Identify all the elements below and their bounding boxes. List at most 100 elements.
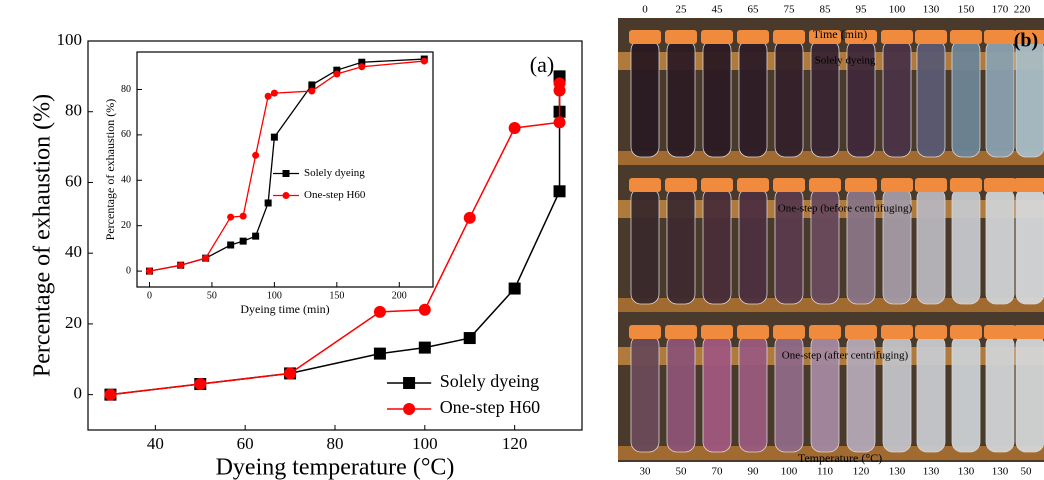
tube-cap bbox=[629, 178, 661, 192]
legend-label: One-step H60 bbox=[440, 397, 540, 417]
temperature-label: 50 bbox=[676, 466, 688, 478]
marker bbox=[240, 238, 247, 245]
temperature-label: 90 bbox=[748, 466, 760, 478]
tube-cap bbox=[1014, 178, 1044, 192]
tube-cap bbox=[950, 178, 982, 192]
temperature-label: 130 bbox=[889, 466, 906, 478]
tube bbox=[917, 40, 945, 157]
x-tick-label: 80 bbox=[327, 434, 344, 453]
tube bbox=[986, 335, 1014, 452]
tube-cap bbox=[845, 325, 877, 339]
y-tick-label: 80 bbox=[65, 101, 82, 120]
y-tick-label: 0 bbox=[126, 265, 131, 276]
y-tick-label: 40 bbox=[121, 175, 131, 186]
time-label: 75 bbox=[784, 4, 796, 16]
marker bbox=[146, 268, 153, 275]
tube bbox=[1016, 335, 1044, 452]
tube bbox=[631, 188, 659, 304]
y-tick-label: 20 bbox=[121, 220, 131, 231]
tube bbox=[703, 40, 731, 157]
x-tick-label: 100 bbox=[412, 434, 438, 453]
y-tick-label: 60 bbox=[121, 129, 131, 140]
y-tick-label: 0 bbox=[74, 384, 83, 403]
tube-cap bbox=[737, 325, 769, 339]
tube bbox=[631, 335, 659, 452]
tube-cap bbox=[701, 30, 733, 44]
tube-cap bbox=[984, 30, 1016, 44]
tube bbox=[667, 335, 695, 452]
tube-cap bbox=[984, 178, 1016, 192]
temperature-label: 110 bbox=[817, 466, 834, 478]
tube bbox=[667, 188, 695, 304]
tube bbox=[739, 40, 767, 157]
tube bbox=[739, 188, 767, 304]
legend-label: Solely dyeing bbox=[304, 167, 365, 179]
x-tick-label: 0 bbox=[147, 290, 152, 301]
tube bbox=[775, 40, 803, 157]
x-axis-title: Dyeing time (min) bbox=[240, 302, 329, 316]
tube-cap bbox=[881, 178, 913, 192]
panel-label: (b) bbox=[1014, 30, 1038, 52]
marker bbox=[464, 332, 476, 344]
marker bbox=[271, 90, 278, 97]
marker bbox=[265, 199, 272, 206]
temperature-label: 120 bbox=[853, 466, 870, 478]
time-label: 170 bbox=[992, 4, 1009, 16]
marker bbox=[177, 262, 184, 269]
y-tick-label: 20 bbox=[65, 313, 82, 332]
temperature-label: 50 bbox=[1021, 466, 1033, 478]
x-tick-label: 150 bbox=[329, 290, 344, 301]
marker bbox=[509, 122, 521, 134]
tube-cap bbox=[629, 30, 661, 44]
marker bbox=[104, 389, 116, 401]
time-label: 65 bbox=[748, 4, 760, 16]
time-label: 220 bbox=[1014, 4, 1031, 16]
marker bbox=[194, 378, 206, 390]
time-label: 85 bbox=[820, 4, 832, 16]
marker bbox=[421, 58, 428, 65]
tube bbox=[952, 188, 980, 304]
time-label: 150 bbox=[958, 4, 975, 16]
time-label: 95 bbox=[856, 4, 868, 16]
tube-cap bbox=[665, 30, 697, 44]
marker bbox=[271, 134, 278, 141]
x-tick-label: 120 bbox=[502, 434, 528, 453]
tube-cap bbox=[881, 325, 913, 339]
marker bbox=[283, 170, 290, 177]
y-tick-label: 100 bbox=[57, 30, 83, 49]
tube-cap bbox=[629, 325, 661, 339]
y-axis-title: Percentage of exhaustion (%) bbox=[103, 99, 117, 241]
marker bbox=[265, 93, 272, 100]
marker bbox=[227, 241, 234, 248]
row-label: Solely dyeing bbox=[815, 55, 876, 67]
legend-label: One-step H60 bbox=[304, 189, 366, 201]
marker bbox=[554, 185, 566, 197]
y-tick-label: 80 bbox=[121, 84, 131, 95]
marker bbox=[419, 342, 431, 354]
temperature-label: 130 bbox=[923, 466, 940, 478]
tube bbox=[952, 335, 980, 452]
row-label: One-step (before centrifuging) bbox=[778, 203, 913, 215]
marker bbox=[308, 81, 315, 88]
tube-cap bbox=[737, 30, 769, 44]
tube-cap bbox=[915, 325, 947, 339]
tube bbox=[1016, 188, 1044, 304]
tube-cap bbox=[773, 178, 805, 192]
tube bbox=[739, 335, 767, 452]
time-title: Time (min) bbox=[813, 27, 868, 41]
tube-cap bbox=[665, 325, 697, 339]
tube bbox=[1016, 40, 1044, 157]
tube bbox=[883, 40, 911, 157]
tube-cap bbox=[665, 178, 697, 192]
y-axis-title: Percentage of exhaustion (%) bbox=[29, 94, 55, 377]
temperature-label: 100 bbox=[781, 466, 798, 478]
x-tick-label: 60 bbox=[237, 434, 254, 453]
tube bbox=[667, 40, 695, 157]
x-tick-label: 40 bbox=[147, 434, 164, 453]
marker bbox=[374, 306, 386, 318]
tube bbox=[986, 188, 1014, 304]
tube-cap bbox=[950, 325, 982, 339]
y-tick-label: 40 bbox=[65, 242, 82, 261]
tube-cap bbox=[737, 178, 769, 192]
marker bbox=[403, 403, 415, 415]
